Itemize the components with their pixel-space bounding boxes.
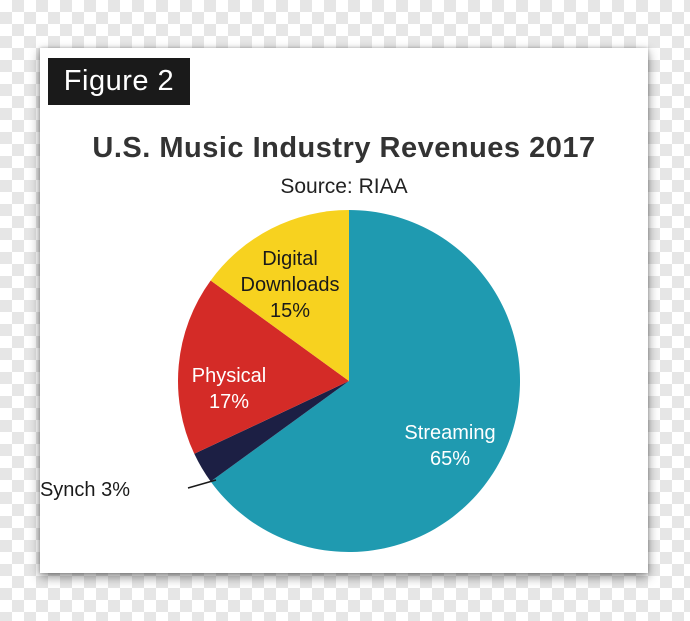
pie-slice-digital-downloads <box>210 210 349 381</box>
synch-leader-line <box>187 479 217 489</box>
pie-slice-synch <box>194 381 349 482</box>
slice-label-synch: Synch 3% <box>40 479 130 501</box>
pie-chart: Streaming 65% Synch 3% Physical 17% Digital Do… <box>40 210 521 552</box>
figure-card: Figure 2 U.S. Music Industry Revenues 20… <box>40 48 648 573</box>
pie-slice-streaming <box>210 210 521 552</box>
figure-label: Figure 2 <box>48 58 190 105</box>
slice-label-digital-downloads: Digital Downloads 15% <box>241 248 340 322</box>
slice-label-physical: Physical 17% <box>192 365 266 413</box>
chart-subtitle: Source: RIAA <box>280 175 408 198</box>
chart-title: U.S. Music Industry Revenues 2017 <box>92 132 596 164</box>
slice-label-streaming: Streaming 65% <box>404 422 495 470</box>
pie-slice-physical <box>177 280 349 454</box>
